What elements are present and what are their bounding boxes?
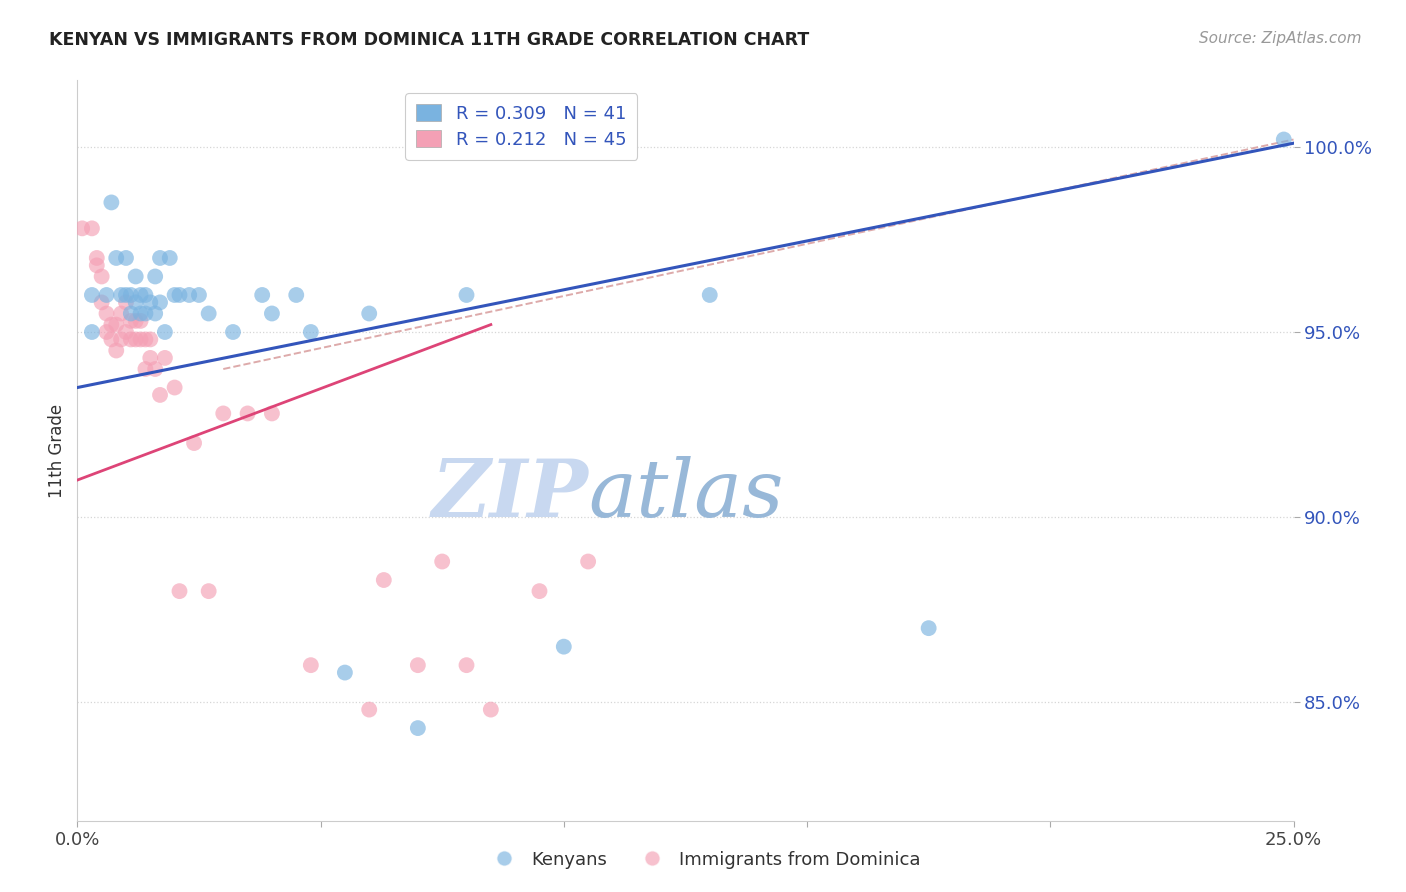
Point (134, 362, 156, 376)
Point (212, 406, 235, 420)
Point (129, 314, 152, 328)
Point (456, 288, 478, 302)
Point (86, 258, 108, 272)
Point (139, 332, 162, 346)
Point (110, 332, 132, 346)
Point (169, 584, 191, 599)
Point (299, 658, 322, 673)
Point (576, 554, 599, 568)
Point (90, 295, 112, 310)
Point (149, 295, 172, 310)
Legend: Kenyans, Immigrants from Dominica: Kenyans, Immigrants from Dominica (478, 844, 928, 876)
Point (149, 388, 172, 402)
Point (80, 221, 103, 235)
Point (285, 288, 308, 302)
Text: atlas: atlas (588, 456, 783, 533)
Point (80, 325, 103, 339)
Text: KENYAN VS IMMIGRANTS FROM DOMINICA 11TH GRADE CORRELATION CHART: KENYAN VS IMMIGRANTS FROM DOMINICA 11TH … (49, 31, 810, 49)
Point (129, 332, 152, 346)
Point (153, 325, 176, 339)
Point (918, 621, 941, 635)
Point (163, 380, 186, 394)
Point (699, 288, 721, 302)
Point (100, 195, 122, 210)
Point (197, 306, 219, 320)
Point (359, 306, 381, 320)
Point (70, 221, 93, 235)
Point (96, 306, 118, 320)
Point (96, 288, 118, 302)
Point (90, 269, 112, 284)
Point (359, 702, 381, 716)
Point (197, 584, 219, 599)
Point (222, 325, 245, 339)
Point (299, 325, 322, 339)
Point (134, 288, 156, 302)
Point (115, 251, 138, 265)
Point (179, 288, 201, 302)
Point (125, 295, 148, 310)
Point (129, 306, 152, 320)
Point (134, 306, 156, 320)
Point (80, 288, 103, 302)
Point (105, 251, 128, 265)
Y-axis label: 11th Grade: 11th Grade (48, 403, 66, 498)
Point (250, 288, 273, 302)
Point (373, 573, 395, 587)
Point (100, 318, 122, 332)
Text: ZIP: ZIP (432, 456, 588, 533)
Point (406, 658, 429, 673)
Point (134, 332, 156, 346)
Point (125, 269, 148, 284)
Point (100, 332, 122, 346)
Text: Source: ZipAtlas.com: Source: ZipAtlas.com (1198, 31, 1361, 46)
Point (96, 325, 118, 339)
Point (110, 306, 132, 320)
Point (159, 251, 181, 265)
Point (169, 288, 191, 302)
Point (529, 584, 551, 599)
Legend: R = 0.309   N = 41, R = 0.212   N = 45: R = 0.309 N = 41, R = 0.212 N = 45 (405, 93, 637, 160)
Point (333, 665, 356, 680)
Point (105, 318, 128, 332)
Point (406, 721, 429, 735)
Point (139, 295, 162, 310)
Point (456, 658, 478, 673)
Point (129, 288, 152, 302)
Point (105, 343, 128, 358)
Point (553, 640, 575, 654)
Point (183, 436, 205, 450)
Point (149, 251, 172, 265)
Point (120, 306, 142, 320)
Point (260, 306, 283, 320)
Point (430, 554, 453, 568)
Point (115, 295, 138, 310)
Point (1272, 132, 1295, 146)
Point (120, 288, 142, 302)
Point (188, 288, 211, 302)
Point (115, 288, 138, 302)
Point (143, 362, 166, 376)
Point (125, 332, 148, 346)
Point (120, 332, 142, 346)
Point (115, 325, 138, 339)
Point (153, 351, 176, 365)
Point (479, 702, 502, 716)
Point (125, 314, 148, 328)
Point (120, 314, 142, 328)
Point (139, 351, 162, 365)
Point (86, 251, 108, 265)
Point (143, 269, 166, 284)
Point (163, 288, 186, 302)
Point (143, 306, 166, 320)
Point (110, 288, 132, 302)
Point (260, 406, 283, 420)
Point (236, 406, 259, 420)
